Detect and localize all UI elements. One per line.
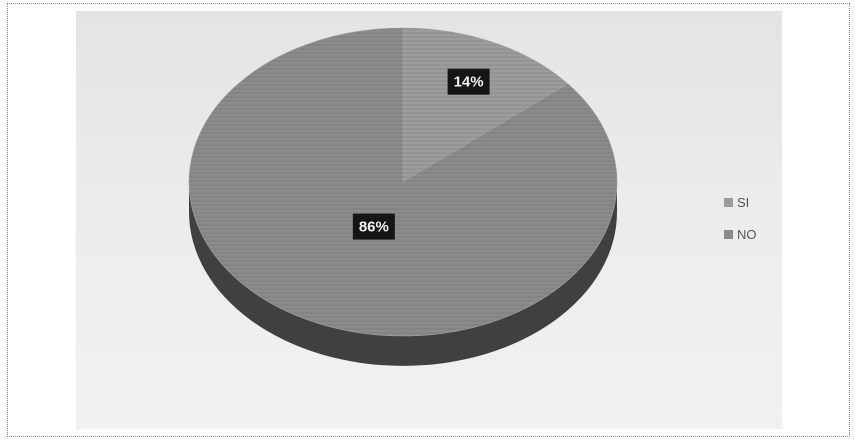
pie-texture xyxy=(189,28,617,336)
pie-chart: 14% 86% SI NO xyxy=(188,27,757,366)
legend-swatch-no xyxy=(724,230,733,239)
pie-side-wall xyxy=(189,182,617,366)
legend-label-si: SI xyxy=(737,195,749,210)
pie-group xyxy=(188,27,618,366)
data-label-si: 14% xyxy=(454,74,484,91)
data-label-box-no xyxy=(352,213,395,240)
legend: SI NO xyxy=(724,195,757,242)
chart-frame: 14% 86% SI NO xyxy=(7,3,850,437)
legend-label-no: NO xyxy=(737,227,757,242)
legend-swatch-si xyxy=(724,198,733,207)
data-label-no: 86% xyxy=(359,219,389,236)
data-labels: 14% 86% xyxy=(352,68,490,240)
data-label-box-si xyxy=(447,68,490,95)
